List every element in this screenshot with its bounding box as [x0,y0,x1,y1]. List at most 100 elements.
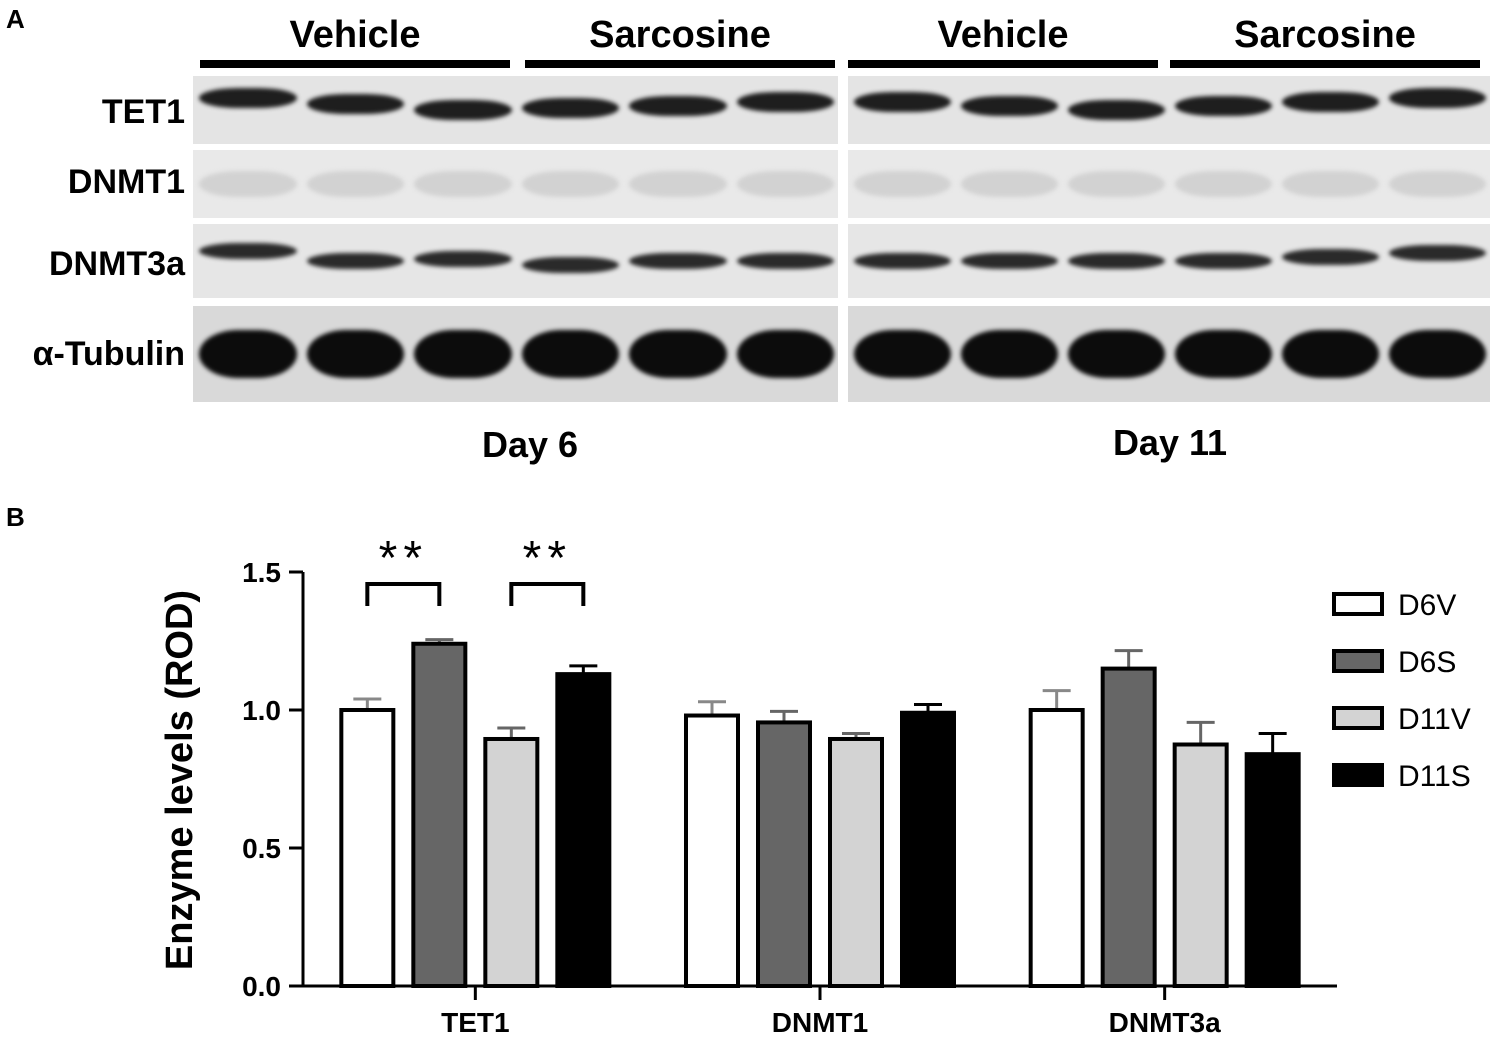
blot-band [1175,253,1272,269]
panel-letter-a: A [6,4,25,34]
y-tick-label: 1.5 [242,557,281,588]
blot-strip [193,150,838,218]
day-label-11: Day 11 [1112,422,1228,463]
blot-band [629,330,727,378]
blot-row-label-tet1: TET1 [101,93,185,131]
blot-row-label-dnmt1: DNMT1 [67,163,185,201]
bar [339,708,396,988]
y-tick-label: 0.0 [242,971,281,1002]
legend-label: D11S [1398,760,1471,793]
bar [1100,666,1157,988]
bar [411,641,468,988]
group-bar-vehicle-day6 [200,60,510,68]
bar [1244,752,1301,988]
blot-band [521,330,619,378]
blot-band [1389,330,1486,378]
significance-marker: ** [379,532,428,585]
blot-band [1282,330,1379,378]
x-tick-label: DNMT1 [772,1007,868,1038]
blot-strip [848,150,1490,218]
y-tick-label: 1.0 [242,695,281,726]
bar [483,736,540,988]
blot-row-label-alpha-tubulin: α-Tubulin [32,335,185,373]
blot-strip [193,306,838,402]
day-label-6: Day 6 [481,424,579,465]
blot-band [521,98,619,118]
legend-swatch [1332,592,1384,616]
group-header-sarcosine-day6: Sarcosine [589,14,771,56]
x-tick-label: TET1 [441,1007,509,1038]
legend-label: D6S [1398,646,1456,679]
blot-band [1068,100,1165,120]
blot-band [854,171,951,197]
blot-band [199,171,297,197]
blot-band [736,92,834,112]
blot-band [1389,171,1486,197]
group-bar-sarcosine-day11 [1170,60,1480,68]
legend-swatch [1332,763,1384,787]
blot-band [1068,171,1165,197]
blot-band [736,171,834,197]
blot-band [736,330,834,378]
panel-letter-b: B [6,502,25,532]
legend-label: D11V [1398,703,1471,736]
bar [900,710,956,988]
blot-strip [848,76,1490,144]
blot-band [1389,245,1486,261]
legend-swatch [1332,649,1384,673]
legend-label: D6V [1398,589,1456,622]
blot-band [521,171,619,197]
significance-bracket [365,582,442,606]
group-header-vehicle-day6: Vehicle [289,14,421,56]
significance-bracket [509,582,586,606]
blot-band [1068,253,1165,269]
blot-strip [848,224,1490,298]
bar [1172,742,1229,988]
blot-band [1282,171,1379,197]
blot-band [414,171,512,197]
blot-band [414,100,512,120]
blot-band [199,88,297,108]
group-header-sarcosine-day11: Sarcosine [1234,14,1416,56]
blot-strip [193,224,838,298]
blot-strip [193,76,838,144]
bar [756,720,812,988]
group-header-vehicle-day11: Vehicle [937,14,1069,56]
significance-marker: ** [523,532,572,585]
blot-band [629,253,727,269]
group-bar-sarcosine-day6 [525,60,835,68]
blot-band [1175,96,1272,116]
blot-band [414,330,512,378]
blot-band [1068,330,1165,378]
bar [555,672,612,988]
blot-band [1175,171,1272,197]
x-tick-label: DNMT3a [1109,1007,1221,1038]
blot-band [1389,88,1486,108]
blot-band [199,330,297,378]
blot-band [854,253,951,269]
group-bar-vehicle-day11 [848,60,1158,68]
blot-band [1282,92,1379,112]
blot-band [736,253,834,269]
bar [684,713,740,989]
blot-band [961,330,1058,378]
blot-band [306,330,404,378]
blot-band [306,171,404,197]
blot-band [1175,330,1272,378]
blot-band [199,243,297,259]
blot-band [854,330,951,378]
blot-band [306,94,404,114]
blot-band [414,251,512,267]
blot-band [629,171,727,197]
blot-band [521,257,619,273]
bar [1028,708,1085,988]
blot-band [1282,249,1379,265]
bar-chart: Enzyme levels (ROD) 0.0 0.5 1.0 1.5 TET1 DNMT… [159,532,1471,1038]
blot-band [629,96,727,116]
bar [828,736,884,988]
legend-swatch [1332,706,1384,730]
y-tick-label: 0.5 [242,833,281,864]
blot-band [961,96,1058,116]
blot-row-label-dnmt3a: DNMT3a [48,245,185,283]
blot-band [961,253,1058,269]
